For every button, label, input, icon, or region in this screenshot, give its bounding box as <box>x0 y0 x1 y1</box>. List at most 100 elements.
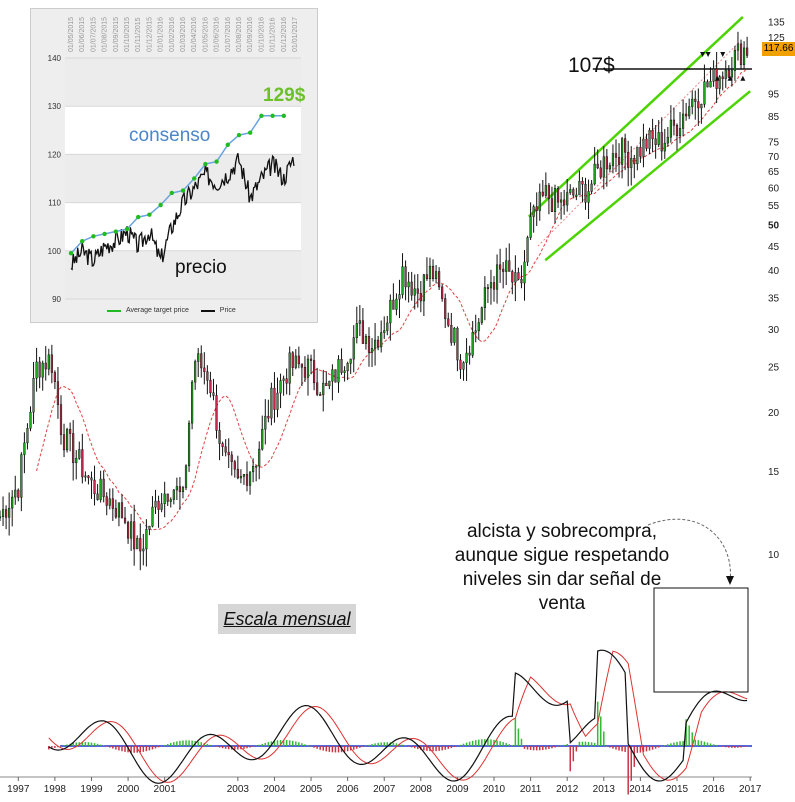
candle-body <box>672 119 676 126</box>
annotation-monthly-scale: Escala mensual <box>218 604 356 634</box>
candle-body <box>499 264 502 270</box>
candle-body <box>96 493 99 500</box>
candle-body <box>648 130 651 149</box>
candle-body <box>59 404 63 435</box>
candle-body <box>20 454 23 498</box>
candle-body <box>90 477 93 481</box>
candle-body <box>111 498 114 509</box>
candle-body <box>370 348 374 353</box>
candle-body <box>718 76 721 89</box>
candle-body <box>468 352 471 356</box>
candle-body <box>294 355 297 368</box>
candle-body <box>523 261 526 284</box>
candle-body <box>675 125 679 136</box>
x-tick-label: 2014 <box>629 784 652 795</box>
candle-body <box>349 358 352 364</box>
candle-body <box>53 372 56 382</box>
candle-body <box>593 163 596 185</box>
candle-body <box>380 332 383 348</box>
inset-chart: 90 100 110 120 130 140 01/05/2015 01/06/2015 01… <box>48 17 301 304</box>
candle-body <box>84 475 87 478</box>
y-tick-label: 60 <box>768 183 780 194</box>
candle-body <box>431 265 435 279</box>
candle-body <box>297 355 300 365</box>
candle-body <box>681 113 685 129</box>
legend-swatch-price <box>200 309 215 312</box>
candle-body <box>255 465 258 468</box>
inset-x-tick-label: 01/04/2016 <box>191 17 198 52</box>
candle-body <box>608 165 611 170</box>
candle-body <box>361 320 364 344</box>
inset-x-tick-label: 01/02/2016 <box>169 17 176 52</box>
candle-body <box>178 486 182 492</box>
candle-body <box>386 322 389 331</box>
x-tick-label: 2005 <box>300 784 323 795</box>
x-tick-label: 2015 <box>666 784 689 795</box>
support-arrow-icon <box>714 75 720 81</box>
inset-target-point <box>147 212 152 217</box>
candle-body <box>172 489 175 500</box>
candle-body <box>364 336 368 344</box>
candle-body <box>212 392 215 396</box>
candle-body <box>14 489 17 498</box>
x-tick-label: 2013 <box>593 784 616 795</box>
candle-body <box>584 183 587 203</box>
candle-body <box>553 188 557 212</box>
candle-body <box>331 369 334 382</box>
candle-body <box>575 194 578 197</box>
inset-target-point <box>192 176 197 181</box>
x-tick-label: 2011 <box>520 784 542 795</box>
annotation-overbought: alcista y sobrecompra, aunque sigue resp… <box>454 521 670 614</box>
candle-body <box>614 153 618 158</box>
x-axis: 1997 1998 1999 2000 2001 2003 2004 2005 2006 2007… <box>0 776 762 795</box>
candle-body <box>685 113 688 117</box>
x-tick-label: 1997 <box>7 784 30 795</box>
candle-body <box>471 332 474 356</box>
candle-body <box>133 521 136 550</box>
candle-body <box>477 322 480 332</box>
candle-body <box>660 132 663 152</box>
candle-body <box>270 387 273 419</box>
candle-body <box>160 503 163 510</box>
inset-band <box>65 58 301 107</box>
candle-body <box>203 367 206 372</box>
inset-x-tick-label: 01/06/2015 <box>79 17 86 52</box>
candle-body <box>398 294 401 300</box>
candle-body <box>303 366 307 378</box>
candle-body <box>617 157 621 165</box>
candle-body <box>99 478 102 500</box>
consensus-inset: 90 100 110 120 130 140 01/05/2015 01/06/2015 01… <box>30 8 318 323</box>
support-arrow-icon <box>705 52 711 58</box>
candle-body <box>29 411 32 429</box>
candle-body <box>288 352 291 384</box>
x-tick-label: 2004 <box>263 784 286 795</box>
y-tick-label: 75 <box>768 138 780 149</box>
candle-body <box>691 98 694 107</box>
candle-body <box>706 81 709 88</box>
candle-body <box>41 362 44 378</box>
inset-x-tick-label: 01/08/2016 <box>236 17 243 52</box>
candle-body <box>65 429 69 451</box>
candle-body <box>157 500 160 510</box>
candle-body <box>526 237 529 263</box>
x-tick-label: 2003 <box>227 784 250 795</box>
candle-body <box>215 395 218 431</box>
candle-body <box>492 282 496 290</box>
support-marks <box>700 52 746 81</box>
candle-body <box>267 415 270 419</box>
x-tick-label: 2006 <box>337 784 360 795</box>
candle-body <box>239 476 242 479</box>
candle-body <box>517 272 520 280</box>
inset-x-tick-label: 01/10/2016 <box>258 17 265 52</box>
candle-body <box>459 359 462 370</box>
candle-body <box>209 379 212 394</box>
candle-body <box>465 352 468 363</box>
candle-body <box>218 430 221 444</box>
x-tick-label: 1999 <box>80 784 103 795</box>
candle-body <box>425 274 429 280</box>
candle-body <box>108 498 111 506</box>
support-arrow-icon <box>720 52 726 58</box>
inset-x-tick-label: 01/11/2015 <box>135 17 142 52</box>
inset-x-tick-label: 01/01/2017 <box>292 17 299 52</box>
